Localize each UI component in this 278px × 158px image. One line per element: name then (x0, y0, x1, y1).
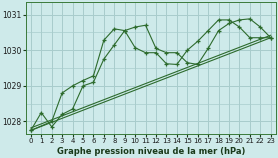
X-axis label: Graphe pression niveau de la mer (hPa): Graphe pression niveau de la mer (hPa) (57, 147, 245, 156)
